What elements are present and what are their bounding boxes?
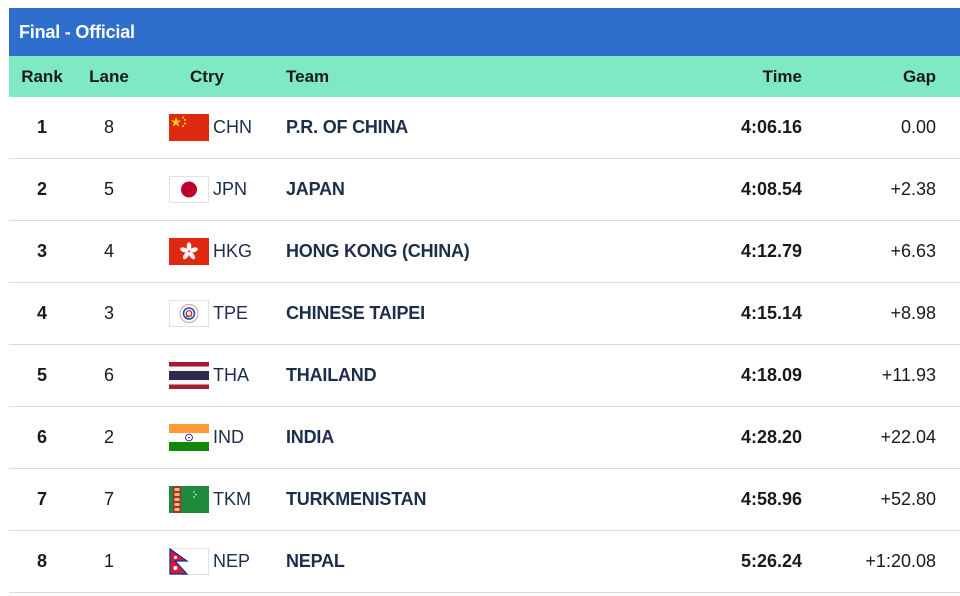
turkmenistan-flag-icon bbox=[169, 486, 209, 513]
china-flag-icon bbox=[169, 114, 209, 141]
gap-cell: +22.04 bbox=[880, 427, 936, 447]
country-code: HKG bbox=[213, 241, 253, 261]
time-cell: 4:06.16 bbox=[740, 117, 802, 137]
lane-cell: 5 bbox=[103, 179, 114, 199]
header-lane[interactable]: Lane bbox=[89, 66, 129, 86]
time-cell: 5:26.24 bbox=[740, 551, 802, 571]
header-ctry[interactable]: Ctry bbox=[190, 66, 225, 86]
chinese-taipei-flag-icon bbox=[169, 300, 209, 327]
team-name[interactable]: TURKMENISTAN bbox=[286, 489, 427, 509]
rank-cell: 2 bbox=[36, 179, 47, 199]
gap-cell: +6.63 bbox=[890, 241, 936, 261]
table-row[interactable]: 3 4 HKG HONG KONG (CHINA) 4:12.79 +6.6 bbox=[9, 221, 960, 283]
team-name[interactable]: CHINESE TAIPEI bbox=[286, 303, 425, 323]
time-cell: 4:28.20 bbox=[740, 427, 802, 447]
nepal-flag-icon bbox=[169, 548, 209, 575]
table-row[interactable]: 7 7 bbox=[9, 469, 960, 531]
rank-cell: 1 bbox=[36, 117, 47, 137]
time-cell: 4:58.96 bbox=[740, 489, 802, 509]
lane-cell: 8 bbox=[103, 117, 114, 137]
table-row[interactable]: 8 1 NEP NEPAL 5:26.24 +1:20.08 bbox=[9, 531, 960, 593]
rank-cell: 5 bbox=[36, 365, 47, 385]
country-cell: TPE bbox=[143, 300, 286, 327]
rank-cell: 3 bbox=[36, 241, 47, 261]
team-name[interactable]: INDIA bbox=[286, 427, 334, 447]
japan-flag-icon bbox=[169, 176, 209, 203]
lane-cell: 7 bbox=[103, 489, 114, 509]
time-cell: 4:18.09 bbox=[740, 365, 802, 385]
lane-cell: 2 bbox=[103, 427, 114, 447]
country-cell: TKM bbox=[143, 486, 286, 513]
gap-cell: 0.00 bbox=[900, 117, 936, 137]
country-code: CHN bbox=[213, 117, 252, 137]
thailand-flag-icon bbox=[169, 362, 209, 389]
lane-cell: 1 bbox=[103, 551, 114, 571]
team-name[interactable]: THAILAND bbox=[286, 365, 377, 385]
country-code: NEP bbox=[213, 551, 251, 571]
lane-cell: 6 bbox=[103, 365, 114, 385]
header-rank[interactable]: Rank bbox=[21, 66, 63, 86]
table-row[interactable]: 4 3 TPE CHINESE TAIPEI 4:15.1 bbox=[9, 283, 960, 345]
table-header: Rank Lane Ctry Team Time Gap bbox=[9, 56, 960, 97]
lane-cell: 3 bbox=[103, 303, 114, 323]
rank-cell: 8 bbox=[36, 551, 47, 571]
table-row[interactable]: 2 5 JPN JAPAN 4:08.54 +2.38 bbox=[9, 159, 960, 221]
rank-cell: 4 bbox=[36, 303, 47, 323]
team-name[interactable]: JAPAN bbox=[286, 179, 345, 199]
country-code: TPE bbox=[213, 303, 249, 323]
time-cell: 4:15.14 bbox=[740, 303, 802, 323]
team-name[interactable]: P.R. OF CHINA bbox=[286, 117, 409, 137]
header-team[interactable]: Team bbox=[286, 66, 330, 86]
table-row[interactable]: 1 8 CHN P.R. OF CHINA 4:06.16 0.00 bbox=[9, 97, 960, 159]
country-code: THA bbox=[213, 365, 249, 385]
gap-cell: +2.38 bbox=[890, 179, 936, 199]
team-name[interactable]: NEPAL bbox=[286, 551, 345, 571]
country-cell: IND bbox=[143, 424, 286, 451]
header-gap[interactable]: Gap bbox=[902, 66, 936, 86]
country-cell: CHN bbox=[143, 114, 286, 141]
country-cell: THA bbox=[143, 362, 286, 389]
country-cell: HKG bbox=[143, 238, 286, 265]
time-cell: 4:08.54 bbox=[740, 179, 802, 199]
table-row[interactable]: 5 6 THA THAILAND 4:18.09 +11.93 bbox=[9, 345, 960, 407]
time-cell: 4:12.79 bbox=[740, 241, 802, 261]
team-name[interactable]: HONG KONG (CHINA) bbox=[286, 241, 470, 261]
lane-cell: 4 bbox=[103, 241, 114, 261]
header-time[interactable]: Time bbox=[762, 66, 802, 86]
results-title: Final - Official bbox=[9, 8, 960, 56]
gap-cell: +1:20.08 bbox=[865, 551, 936, 571]
gap-cell: +11.93 bbox=[881, 365, 936, 385]
gap-cell: +52.80 bbox=[880, 489, 936, 509]
results-table: Final - Official Rank Lane Ctry Team Tim… bbox=[9, 8, 960, 596]
country-cell: NEP bbox=[143, 548, 286, 575]
country-code: JPN bbox=[213, 179, 248, 199]
rank-cell: 7 bbox=[36, 489, 47, 509]
country-code: IND bbox=[213, 427, 244, 447]
country-cell: JPN bbox=[143, 176, 286, 203]
table-row[interactable]: 6 2 IND INDIA 4:28.20 +22.04 bbox=[9, 407, 960, 469]
hong-kong-flag-icon bbox=[169, 238, 209, 265]
rank-cell: 6 bbox=[36, 427, 47, 447]
country-code: TKM bbox=[213, 489, 251, 509]
india-flag-icon bbox=[169, 424, 209, 451]
gap-cell: +8.98 bbox=[890, 303, 936, 323]
